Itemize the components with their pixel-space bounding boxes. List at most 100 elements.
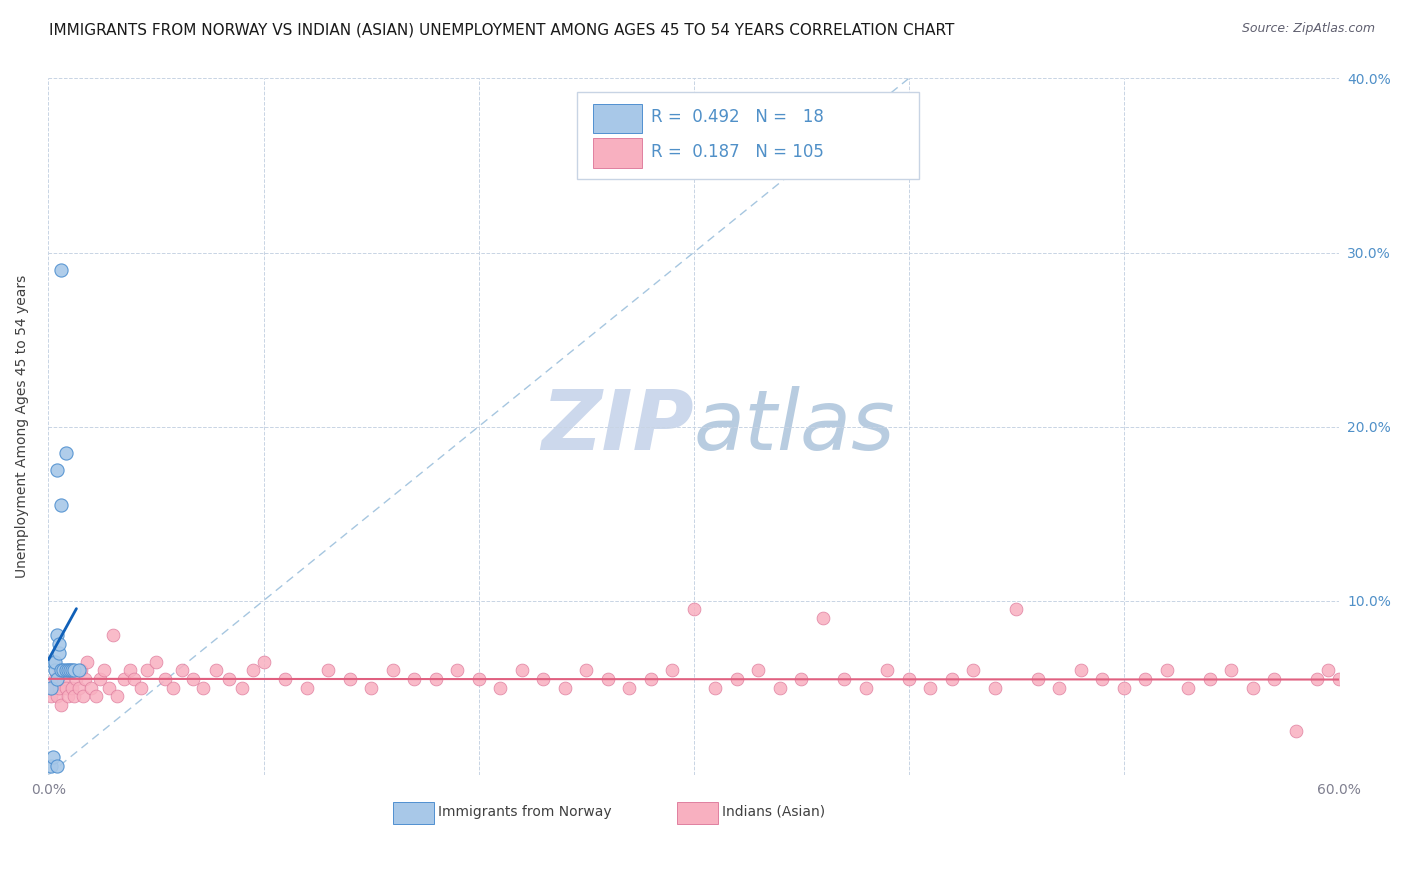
Point: [1317, 663, 1340, 677]
Point: [69, 663, 91, 677]
Point: [60, 681, 83, 695]
Point: [295, 681, 318, 695]
Point: [42, 655, 65, 669]
Point: [48, 637, 70, 651]
Point: [46, 672, 69, 686]
Point: [897, 672, 920, 686]
Point: [129, 681, 152, 695]
Point: [1047, 681, 1070, 695]
Point: [876, 663, 898, 677]
Point: [39, 759, 62, 773]
Point: [1177, 681, 1199, 695]
Point: [52, 663, 75, 677]
Point: [1112, 681, 1135, 695]
Text: R =  0.187   N = 105: R = 0.187 N = 105: [651, 144, 824, 161]
Point: [51, 698, 73, 712]
Point: [811, 611, 834, 625]
Point: [941, 672, 963, 686]
Point: [72, 690, 94, 704]
Point: [1327, 672, 1350, 686]
Point: [769, 681, 792, 695]
Point: [1371, 698, 1393, 712]
Text: ZIP: ZIP: [541, 386, 693, 467]
Point: [1091, 672, 1114, 686]
FancyBboxPatch shape: [593, 138, 643, 168]
Text: Immigrants from Norway: Immigrants from Norway: [439, 805, 612, 819]
Point: [51, 498, 73, 512]
Point: [39, 681, 62, 695]
Point: [402, 672, 425, 686]
Point: [76, 655, 98, 669]
Point: [65, 672, 87, 686]
Point: [55, 446, 77, 460]
Point: [640, 672, 662, 686]
Point: [1135, 672, 1157, 686]
Y-axis label: Unemployment Among Ages 45 to 54 years: Unemployment Among Ages 45 to 54 years: [15, 275, 30, 578]
Point: [56, 690, 79, 704]
Point: [51, 663, 73, 677]
Point: [531, 672, 554, 686]
Point: [44, 663, 66, 677]
Point: [747, 663, 769, 677]
Point: [48, 646, 70, 660]
Point: [60, 663, 83, 677]
Point: [1399, 672, 1406, 686]
Point: [42, 681, 65, 695]
Text: Indians (Asian): Indians (Asian): [723, 805, 825, 819]
Point: [42, 750, 65, 764]
Point: [252, 655, 274, 669]
Point: [63, 663, 86, 677]
FancyBboxPatch shape: [392, 802, 434, 824]
Point: [446, 663, 468, 677]
Point: [39, 690, 62, 704]
Point: [162, 681, 184, 695]
Point: [575, 663, 598, 677]
Point: [661, 663, 683, 677]
Point: [55, 663, 77, 677]
Point: [617, 681, 640, 695]
Point: [93, 663, 115, 677]
Point: [67, 663, 90, 677]
Point: [1339, 681, 1361, 695]
Point: [55, 681, 77, 695]
Point: [1263, 672, 1285, 686]
Point: [1005, 602, 1028, 616]
Point: [56, 663, 79, 677]
Point: [59, 663, 82, 677]
Point: [112, 672, 135, 686]
Point: [554, 681, 576, 695]
Point: [704, 681, 727, 695]
Point: [153, 672, 176, 686]
Point: [962, 663, 984, 677]
Point: [181, 672, 204, 686]
Point: [1070, 663, 1092, 677]
Point: [89, 672, 111, 686]
Point: [725, 672, 748, 686]
Point: [790, 672, 813, 686]
FancyBboxPatch shape: [578, 93, 920, 179]
Point: [44, 672, 66, 686]
Point: [120, 663, 142, 677]
Point: [145, 655, 167, 669]
Point: [124, 672, 146, 686]
Point: [67, 681, 90, 695]
Point: [73, 672, 96, 686]
Point: [48, 681, 70, 695]
Point: [136, 663, 159, 677]
Point: [489, 681, 512, 695]
Point: [44, 655, 66, 669]
Point: [1381, 672, 1403, 686]
Point: [80, 681, 103, 695]
Point: [193, 681, 215, 695]
Point: [1220, 663, 1243, 677]
Point: [59, 663, 82, 677]
Point: [205, 663, 228, 677]
Point: [63, 690, 86, 704]
Text: Source: ZipAtlas.com: Source: ZipAtlas.com: [1241, 22, 1375, 36]
Point: [339, 672, 361, 686]
Point: [52, 672, 75, 686]
Point: [1360, 672, 1382, 686]
Point: [48, 663, 70, 677]
Point: [274, 672, 297, 686]
Point: [1388, 681, 1406, 695]
